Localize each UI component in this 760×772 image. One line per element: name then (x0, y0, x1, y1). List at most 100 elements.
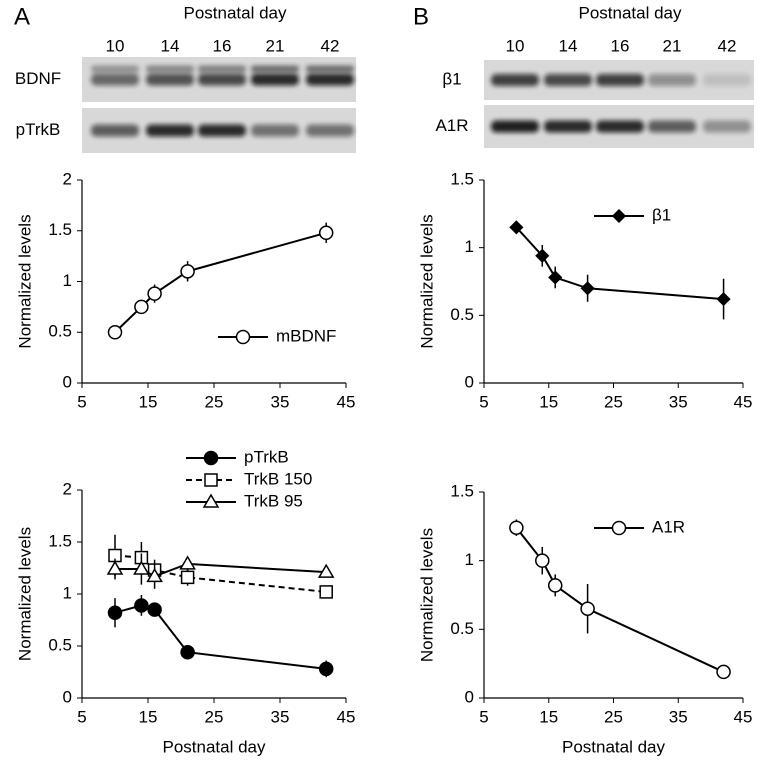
x-tick-label: 25 (205, 392, 224, 411)
y-tick-label: 1.5 (450, 169, 474, 188)
y-tick-label: 0.5 (450, 305, 474, 324)
marker (318, 661, 334, 677)
blot-band (198, 124, 246, 137)
x-tick-label: 25 (205, 707, 224, 726)
y-tick-label: 1 (63, 583, 72, 602)
marker (147, 602, 162, 617)
marker (535, 553, 550, 568)
marker (611, 520, 627, 536)
marker (147, 286, 162, 301)
blot-band (198, 65, 246, 73)
blot-band (596, 74, 644, 86)
y-axis-label: Normalized levels (417, 528, 436, 662)
y-tick-label: 0.5 (48, 635, 72, 654)
marker (716, 292, 731, 307)
y-tick-label: 0.5 (450, 619, 474, 638)
marker (202, 493, 220, 508)
lane-label: 21 (663, 36, 682, 55)
x-axis-label: Postnatal day (562, 737, 666, 756)
blot-band (91, 73, 139, 86)
marker (134, 598, 149, 613)
blot-band (703, 120, 751, 133)
y-tick-label: 1.5 (48, 531, 72, 550)
marker (509, 220, 524, 235)
x-tick-label: 15 (139, 707, 158, 726)
lane-label: 42 (321, 36, 340, 55)
marker (548, 270, 563, 285)
y-tick-label: 0 (465, 372, 474, 391)
marker (535, 248, 550, 263)
blot-band (306, 73, 354, 86)
marker (146, 567, 163, 583)
marker (107, 325, 123, 340)
row-label: β1 (442, 69, 461, 88)
x-tick-label: 15 (539, 707, 558, 726)
x-tick-label: 35 (669, 707, 688, 726)
lane-label: 14 (559, 36, 578, 55)
legend-label: pTrkB (244, 447, 289, 466)
blot-band (251, 73, 299, 86)
x-tick-label: 25 (604, 707, 623, 726)
marker (509, 520, 524, 535)
marker (580, 601, 595, 616)
marker (133, 560, 150, 575)
y-tick-label: 0 (63, 372, 72, 391)
lane-label: 21 (266, 36, 285, 55)
blot-band (491, 120, 539, 133)
blot-band (146, 65, 194, 73)
y-tick-label: 0 (465, 687, 474, 706)
lane-label: 10 (106, 36, 125, 55)
x-tick-label: 25 (604, 392, 623, 411)
x-tick-label: 35 (271, 707, 290, 726)
marker (180, 570, 195, 585)
y-axis-label: Normalized levels (15, 214, 34, 348)
blot-title: Postnatal day (578, 3, 682, 22)
legend-label: TrkB 150 (244, 469, 312, 488)
row-label: A1R (435, 116, 468, 135)
series-line (114, 231, 327, 333)
marker (203, 450, 219, 466)
y-tick-label: 0.5 (48, 322, 72, 341)
y-tick-label: 2 (63, 169, 72, 188)
x-tick-label: 35 (669, 392, 688, 411)
marker (580, 281, 595, 296)
blot-band (544, 120, 592, 133)
x-tick-label: 45 (337, 392, 356, 411)
x-tick-label: 35 (271, 392, 290, 411)
marker (179, 555, 196, 570)
marker (107, 605, 123, 620)
y-tick-label: 1 (465, 550, 474, 569)
x-tick-label: 45 (734, 707, 753, 726)
lane-label: 42 (718, 36, 737, 55)
lane-label: 10 (506, 36, 525, 55)
lane-label: 16 (611, 36, 630, 55)
blot-band (91, 124, 139, 137)
blot-band (146, 73, 194, 86)
marker (716, 664, 731, 680)
blot-band (703, 74, 751, 86)
marker (180, 644, 195, 660)
marker (611, 208, 627, 224)
marker (319, 585, 333, 599)
x-tick-label: 5 (77, 707, 86, 726)
blot-band (648, 74, 696, 86)
y-tick-label: 2 (63, 479, 72, 498)
blot-band (251, 65, 299, 73)
blot-band (648, 120, 696, 133)
blot-band (146, 124, 194, 137)
blot-band (491, 74, 539, 86)
legend-label: β1 (652, 205, 671, 224)
y-tick-label: 1 (63, 271, 72, 290)
row-label: BDNF (15, 69, 61, 88)
legend-label: TrkB 95 (244, 491, 303, 510)
blot-band (544, 74, 592, 86)
marker (180, 264, 195, 279)
y-tick-label: 0 (63, 687, 72, 706)
marker (204, 473, 218, 487)
blot-title: Postnatal day (183, 3, 287, 22)
series-line (515, 226, 724, 301)
marker (106, 560, 124, 575)
marker (317, 563, 335, 578)
